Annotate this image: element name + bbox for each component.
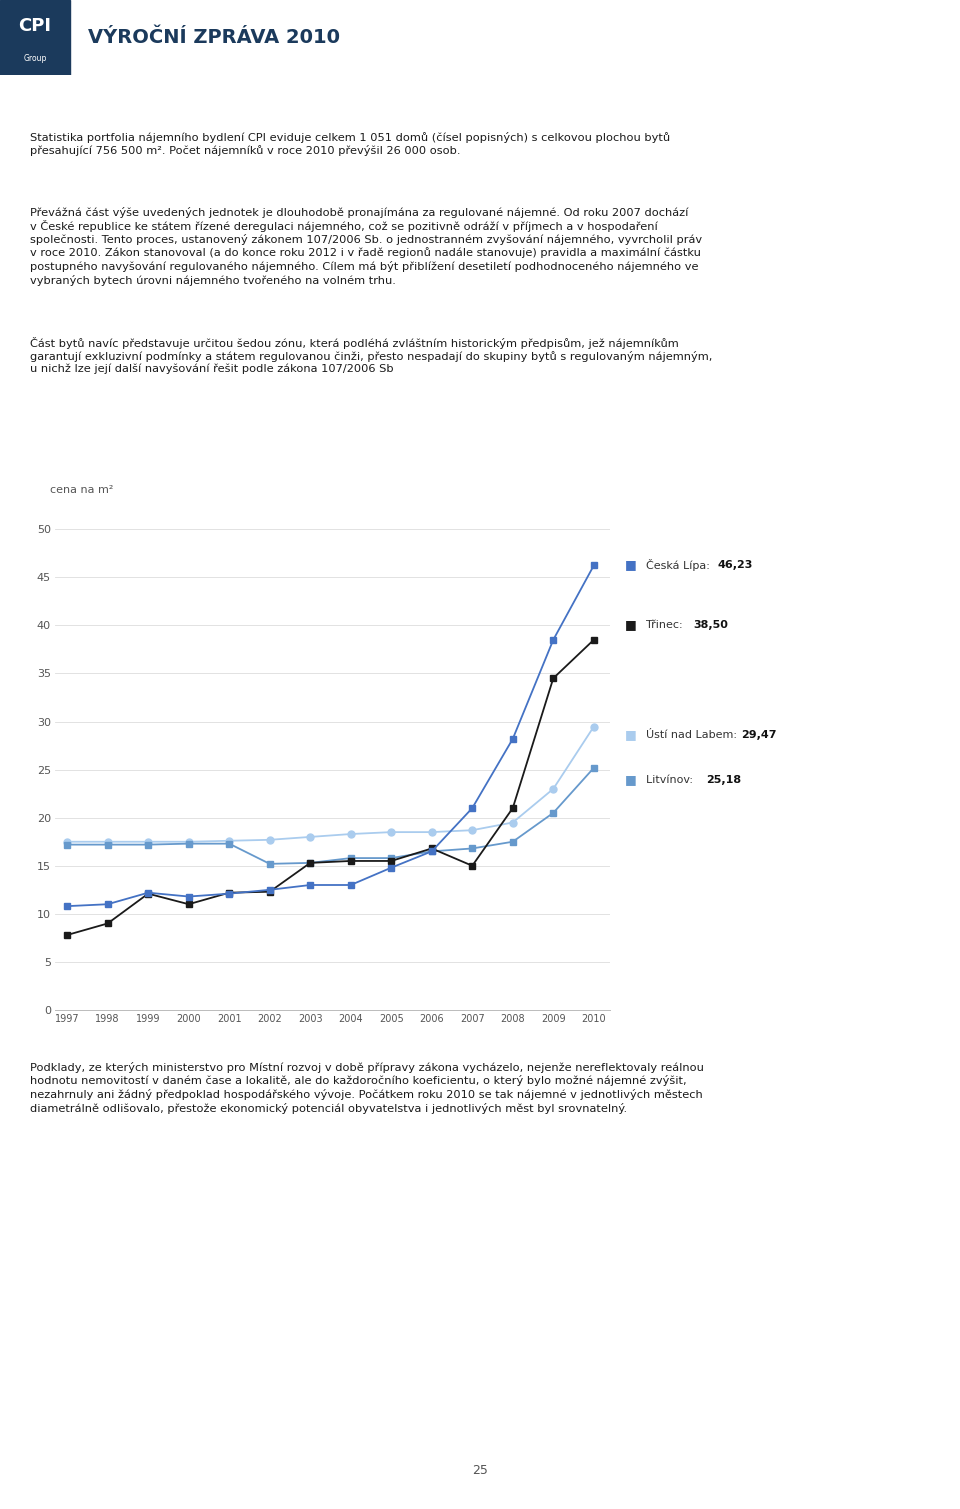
Bar [0, 0, 70, 75]
Text: VÝROČNÍ ZPRÁVA 2010: VÝROČNÍ ZPRÁVA 2010 [88, 29, 340, 47]
Text: společnosti. Tento proces, ustanovený zákonem 107/2006 Sb. o jednostranném zvyšo: společnosti. Tento proces, ustanovený zá… [30, 234, 702, 244]
Text: v České republice ke státem řízené deregulaci nájemného, což se pozitivně odráží: v České republice ke státem řízené dereg… [30, 220, 658, 232]
Text: Statistika portfolia nájemního bydlení CPI eviduje celkem 1 051 domů (čísel popi: Statistika portfolia nájemního bydlení C… [30, 131, 670, 143]
Text: 29,47: 29,47 [741, 730, 777, 739]
Text: ■: ■ [625, 619, 636, 631]
Text: nezahrnuly ani žádný předpoklad hospodářského vývoje. Počátkem roku 2010 se tak : nezahrnuly ani žádný předpoklad hospodář… [30, 1089, 703, 1100]
Text: ■: ■ [625, 558, 636, 572]
Text: v roce 2010. Zákon stanovoval (a do konce roku 2012 i v řadě regionů nadále stan: v roce 2010. Zákon stanovoval (a do konc… [30, 247, 701, 258]
Text: Litvínov:: Litvínov: [646, 776, 697, 785]
Text: 25: 25 [472, 1464, 488, 1476]
Text: u nichž lze její další navyšování řešit podle zákona 107/2006 Sb: u nichž lze její další navyšování řešit … [30, 364, 394, 374]
Text: Podklady, ze kterých ministerstvo pro Místní rozvoj v době přípravy zákona vychá: Podklady, ze kterých ministerstvo pro Mí… [30, 1062, 704, 1073]
Text: Ústí nad Labem:: Ústí nad Labem: [646, 730, 740, 739]
Text: ■: ■ [625, 774, 636, 786]
Text: garantují exkluzivní podmínky a státem regulovanou činži, přesto nespadají do sk: garantují exkluzivní podmínky a státem r… [30, 350, 712, 362]
Text: Třinec:: Třinec: [646, 620, 686, 629]
Text: hodnotu nemovitostí v daném čase a lokalitě, ale do každoročního koeficientu, o : hodnotu nemovitostí v daném čase a lokal… [30, 1076, 686, 1086]
Text: ■: ■ [625, 729, 636, 741]
Text: postupného navyšování regulovaného nájemného. Cílem má být přiblížení desetiletí: postupného navyšování regulovaného nájem… [30, 261, 699, 272]
Text: Část bytů navíc představuje určitou šedou zónu, která podléhá zvláštním historic: Část bytů navíc představuje určitou šedo… [30, 337, 679, 349]
Text: Převážná část výše uvedených jednotek je dlouhodobě pronajímána za regulované ná: Převážná část výše uvedených jednotek je… [30, 207, 688, 217]
Text: Česká Lípa:: Česká Lípa: [646, 558, 713, 570]
Text: vybraných bytech úrovni nájemného tvořeného na volném trhu.: vybraných bytech úrovni nájemného tvořen… [30, 275, 396, 285]
Text: CPI: CPI [18, 17, 52, 35]
Text: cena na m²: cena na m² [50, 484, 113, 495]
Text: přesahující 756 500 m². Počet nájemníků v roce 2010 převýšil 26 000 osob.: přesahující 756 500 m². Počet nájemníků … [30, 145, 461, 157]
Text: 46,23: 46,23 [717, 560, 753, 570]
Text: diametrálně odlišovalo, přestože ekonomický potenciál obyvatelstva i jednotlivýc: diametrálně odlišovalo, přestože ekonomi… [30, 1103, 627, 1114]
Text: 38,50: 38,50 [694, 620, 729, 629]
Text: Group: Group [23, 54, 47, 63]
Text: 25,18: 25,18 [706, 776, 741, 785]
